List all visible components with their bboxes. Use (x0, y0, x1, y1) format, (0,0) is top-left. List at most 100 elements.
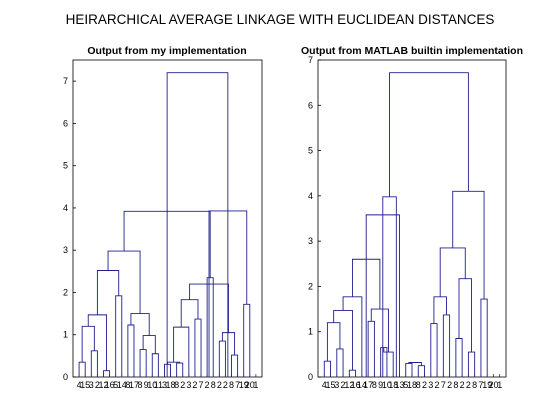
y-tick-label: 5 (63, 161, 68, 171)
leaf-label: 18 (388, 380, 398, 390)
dendrogram-link (166, 72, 229, 377)
dendrogram-link (439, 247, 466, 297)
dendrogram-link (206, 277, 214, 377)
dendrogram-left: Output from my implementation 0123456741… (63, 45, 263, 390)
leaf-label: 2 (192, 380, 197, 390)
dendrogram-link (433, 296, 447, 324)
dendrogram-link (430, 323, 438, 377)
leaf-label: 5 (113, 380, 118, 390)
leaf-label: 2 (435, 380, 440, 390)
left-chart-title: Output from my implementation (87, 45, 246, 57)
leaf-label: 3 (162, 380, 167, 390)
dendrogram-right: Output from MATLAB builtin implementatio… (301, 45, 523, 390)
leaf-label: 17 (363, 380, 373, 390)
y-tick-label: 4 (63, 203, 68, 213)
leaf-label: 7 (478, 380, 483, 390)
leaf-label: 11 (154, 380, 163, 390)
leaf-label: 7 (441, 380, 446, 390)
leaf-label: 9 (144, 380, 149, 390)
leaf-label: 2 (217, 380, 222, 390)
dendrogram-link (380, 347, 388, 377)
leaf-label: 15 (80, 380, 90, 390)
leaf-label: 12 (344, 380, 354, 390)
leaf-label: 5 (403, 380, 408, 390)
dendrogram-link (417, 365, 425, 377)
y-tick-label: 1 (308, 327, 313, 337)
dendrogram-link (455, 338, 463, 377)
y-tick-label: 2 (63, 287, 68, 297)
leaf-label: 14 (117, 380, 127, 390)
dendrogram-link (480, 298, 488, 377)
leaf-label: 1 (497, 380, 502, 390)
y-tick-label: 6 (63, 118, 68, 128)
dendrogram-link (389, 72, 469, 197)
leaf-label: 10 (382, 380, 392, 390)
leaf-label: 3 (186, 380, 191, 390)
y-tick-label: 1 (63, 330, 68, 340)
leaf-label: 12 (98, 380, 108, 390)
leaf-label: 14 (357, 380, 367, 390)
leaf-label: 10 (147, 380, 157, 390)
dendrogram-link (458, 278, 472, 353)
y-tick-label: 7 (308, 55, 313, 65)
leaf-label: 9 (378, 380, 383, 390)
leaf-label: 8 (372, 380, 377, 390)
dendrogram-link (383, 347, 394, 377)
leaf-label: 20 (488, 380, 498, 390)
dendrogram-link (348, 369, 357, 377)
y-tick-label: 3 (63, 245, 68, 255)
leaf-label: 2 (466, 380, 471, 390)
leaf-label: 1 (253, 380, 258, 390)
dendrogram-link (194, 318, 202, 377)
dendrogram-link (218, 340, 226, 377)
leaf-label: 16 (105, 380, 115, 390)
y-tick-label: 5 (308, 146, 313, 156)
y-tick-label: 0 (308, 372, 313, 382)
leaf-label: 8 (211, 380, 216, 390)
leaf-label: 3 (334, 380, 339, 390)
dendrogram-link (127, 324, 135, 377)
leaf-label: 2 (447, 380, 452, 390)
leaf-label: 4 (322, 380, 327, 390)
dendrogram-link (107, 250, 141, 314)
dendrogram-link (231, 354, 239, 377)
dendrogram-link (90, 350, 98, 377)
leaf-label: 2 (205, 380, 210, 390)
leaf-label: 18 (407, 380, 417, 390)
dendrogram-link (326, 322, 341, 362)
dendrogram-link (408, 362, 422, 366)
leaf-label: 8 (416, 380, 421, 390)
leaf-label: 18 (166, 380, 176, 390)
y-tick-label: 6 (308, 100, 313, 110)
leaf-label: 8 (229, 380, 234, 390)
y-tick-label: 0 (63, 372, 68, 382)
leaf-label: 8 (174, 380, 179, 390)
dendrogram-link (323, 360, 331, 377)
dendrogram-link (176, 362, 184, 377)
dendrogram-link (467, 351, 476, 377)
leaf-label: 8 (125, 380, 130, 390)
dendrogram-link (367, 320, 375, 377)
leaf-label: 2 (422, 380, 427, 390)
dendrogram-link (81, 325, 95, 363)
right-chart-title: Output from MATLAB builtin implementatio… (301, 45, 523, 57)
dendrogram-link (336, 348, 344, 377)
leaf-label: 17 (129, 380, 139, 390)
leaf-label: 20 (245, 380, 255, 390)
leaf-label: 2 (95, 380, 100, 390)
leaf-label: 7 (199, 380, 204, 390)
dendrogram-link (173, 326, 190, 377)
leaf-label: 15 (326, 380, 336, 390)
leaf-label: 3 (89, 380, 94, 390)
leaf-label: 4 (77, 380, 82, 390)
leaf-label: 8 (472, 380, 477, 390)
leaf-label: 19 (239, 380, 249, 390)
dendrogram-link (180, 299, 199, 328)
dendrogram-link (151, 353, 159, 377)
dendrogram-link (103, 370, 111, 377)
dendrogram-link (243, 303, 251, 377)
dendrogram-link (370, 308, 389, 353)
leaf-label: 2 (223, 380, 228, 390)
y-tick-label: 3 (308, 236, 313, 246)
